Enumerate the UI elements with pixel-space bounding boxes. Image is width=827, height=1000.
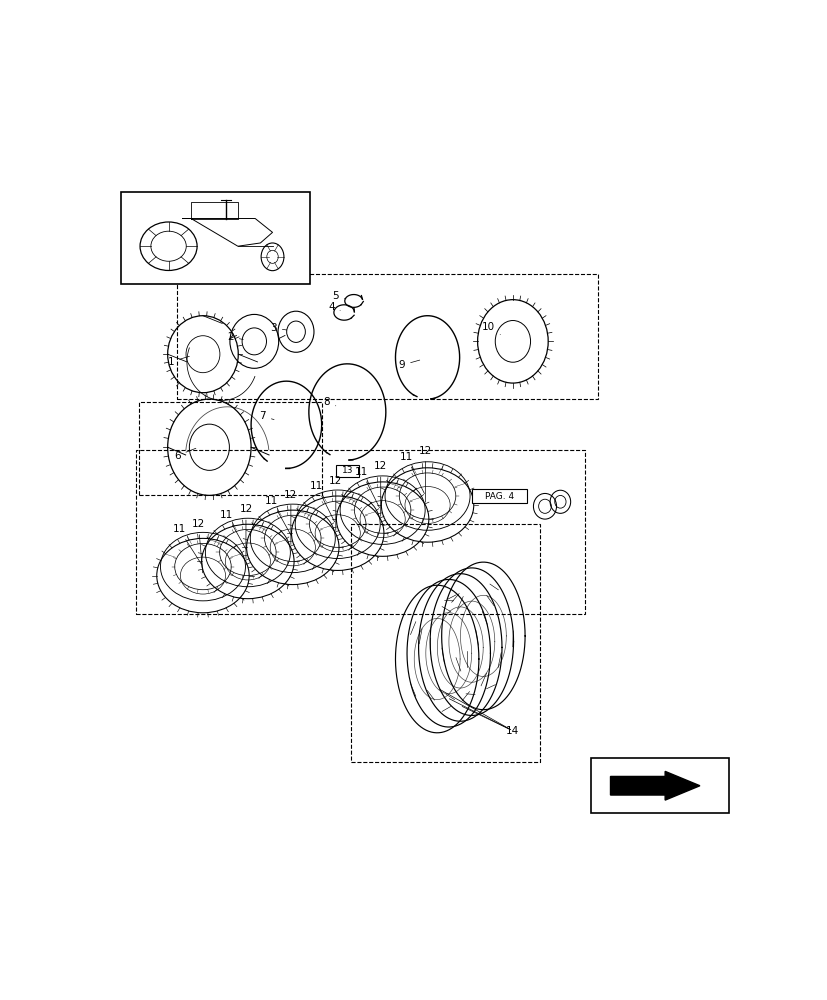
Bar [121, 192, 310, 284]
Text: 11: 11 [355, 467, 379, 508]
Text: 4: 4 [327, 302, 340, 312]
Bar [136, 450, 584, 614]
Text: 11: 11 [172, 524, 201, 564]
Text: 12: 12 [329, 476, 342, 530]
Text: 11: 11 [399, 452, 424, 494]
Text: 6: 6 [174, 448, 196, 461]
Bar [350, 524, 539, 762]
Text: 13: 13 [342, 466, 352, 475]
Bar [139, 402, 322, 495]
Text: 2: 2 [227, 332, 243, 342]
Text: 11: 11 [309, 481, 334, 522]
FancyArrow shape [609, 771, 699, 800]
Text: 1: 1 [167, 356, 189, 367]
Text: 12: 12 [284, 490, 297, 545]
Text: 7: 7 [259, 411, 274, 421]
Text: 12: 12 [418, 446, 432, 502]
Bar [590, 758, 729, 813]
Bar [336, 465, 358, 477]
Text: 9: 9 [398, 360, 419, 370]
Text: 8: 8 [323, 397, 336, 407]
Text: 3: 3 [270, 323, 286, 333]
Text: 11: 11 [220, 510, 246, 550]
Text: PAG. 4: PAG. 4 [485, 492, 514, 501]
Text: 12: 12 [192, 519, 205, 573]
Text: 12: 12 [239, 504, 252, 559]
Text: 12: 12 [374, 461, 387, 516]
Text: 14: 14 [505, 726, 519, 736]
Text: 10: 10 [481, 322, 500, 335]
Text: 11: 11 [265, 496, 291, 536]
Text: 5: 5 [332, 291, 346, 301]
Bar [177, 274, 597, 399]
Bar [472, 489, 526, 503]
